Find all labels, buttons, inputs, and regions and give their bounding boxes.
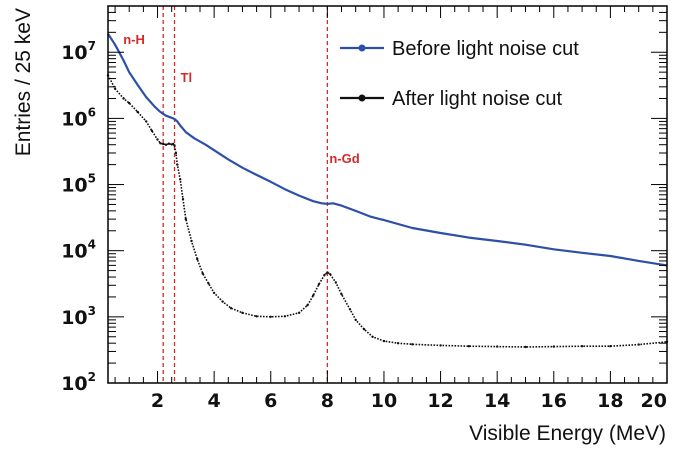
data-point — [136, 110, 139, 114]
data-point — [176, 163, 179, 166]
x-tick-label: 14 — [484, 390, 510, 412]
data-point — [552, 345, 555, 348]
data-point — [323, 273, 326, 277]
data-point — [128, 101, 131, 105]
y-tick-label: 104 — [61, 238, 96, 263]
y-tick-label: 102 — [61, 370, 96, 395]
x-tick-label: 2 — [151, 390, 164, 412]
data-point — [164, 143, 168, 146]
legend-label: After light noise cut — [392, 88, 563, 110]
data-point — [122, 97, 125, 100]
annotation-label-n-gd: n-Gd — [329, 151, 359, 166]
data-point — [159, 142, 162, 145]
x-axis-title: Visible Energy (MeV) — [469, 422, 666, 445]
data-point — [145, 120, 148, 123]
legend-item-1: Before light noise cut — [340, 38, 579, 60]
data-point — [174, 151, 178, 155]
data-point — [340, 293, 343, 296]
data-point — [326, 271, 329, 274]
annotation-label-n-h: n-H — [123, 32, 145, 47]
data-point — [334, 281, 337, 284]
annotation-labels: n-H Tl n-Gd — [123, 32, 360, 166]
x-tick-label: 4 — [208, 390, 221, 412]
series-layer — [106, 33, 669, 349]
data-point — [312, 294, 315, 297]
data-point — [467, 345, 471, 348]
data-point — [221, 300, 224, 303]
data-point — [362, 328, 366, 331]
data-point — [609, 345, 612, 348]
data-point — [329, 273, 332, 276]
data-point — [150, 129, 154, 132]
x-tick-label: 16 — [541, 390, 567, 412]
data-point — [196, 257, 199, 261]
legend-item-2: After light noise cut — [340, 88, 563, 110]
data-point — [580, 345, 584, 348]
data-point — [255, 315, 258, 318]
data-point — [201, 272, 204, 275]
data-point — [212, 291, 216, 295]
legend-label: Before light noise cut — [392, 38, 579, 60]
legend-marker — [358, 44, 366, 52]
series-line — [107, 33, 668, 267]
data-point — [317, 283, 321, 286]
data-point — [229, 307, 233, 310]
data-point — [396, 342, 400, 345]
data-point — [411, 343, 414, 346]
data-point — [354, 318, 357, 322]
annotation-label-tl: Tl — [181, 70, 193, 85]
legend: Before light noise cut After light noise … — [340, 38, 579, 110]
data-point — [382, 339, 386, 343]
data-point — [306, 304, 309, 307]
data-point — [297, 311, 301, 314]
x-axis-ticks: 2 4 6 8 10 12 14 16 18 20 — [114, 6, 668, 412]
data-point — [283, 315, 287, 318]
data-point — [162, 142, 165, 146]
plot-background — [108, 6, 667, 383]
plot-area — [108, 6, 667, 383]
data-point — [439, 344, 442, 347]
x-tick-label: 6 — [264, 390, 277, 412]
x-tick-label: 18 — [597, 390, 623, 412]
legend-marker — [358, 94, 366, 102]
series-line — [107, 74, 668, 348]
x-tick-label: 20 — [641, 390, 667, 412]
x-tick-label: 10 — [371, 390, 397, 412]
data-point — [637, 343, 640, 346]
series-1 — [107, 33, 668, 267]
y-tick-label: 105 — [61, 172, 96, 197]
y-tick-label: 106 — [61, 105, 96, 130]
data-point — [524, 345, 527, 349]
data-point — [179, 178, 182, 181]
series-2 — [106, 74, 669, 349]
data-point — [348, 308, 352, 311]
data-point — [269, 315, 272, 318]
data-point — [371, 335, 374, 338]
y-axis-ticks: 102 103 104 105 106 107 — [61, 5, 667, 395]
data-point — [241, 311, 244, 314]
data-point — [184, 217, 187, 221]
data-point — [167, 142, 171, 145]
data-point — [207, 282, 210, 285]
data-point — [173, 144, 176, 147]
x-tick-label: 8 — [321, 390, 334, 412]
data-point — [181, 198, 185, 201]
data-point — [156, 138, 159, 141]
data-point — [113, 87, 117, 91]
data-point — [496, 345, 499, 348]
x-tick-label: 12 — [427, 390, 453, 412]
data-point — [190, 239, 193, 243]
y-tick-label: 103 — [61, 304, 96, 329]
y-axis-title: Entries / 25 keV — [12, 8, 35, 156]
y-tick-label: 107 — [61, 39, 96, 64]
